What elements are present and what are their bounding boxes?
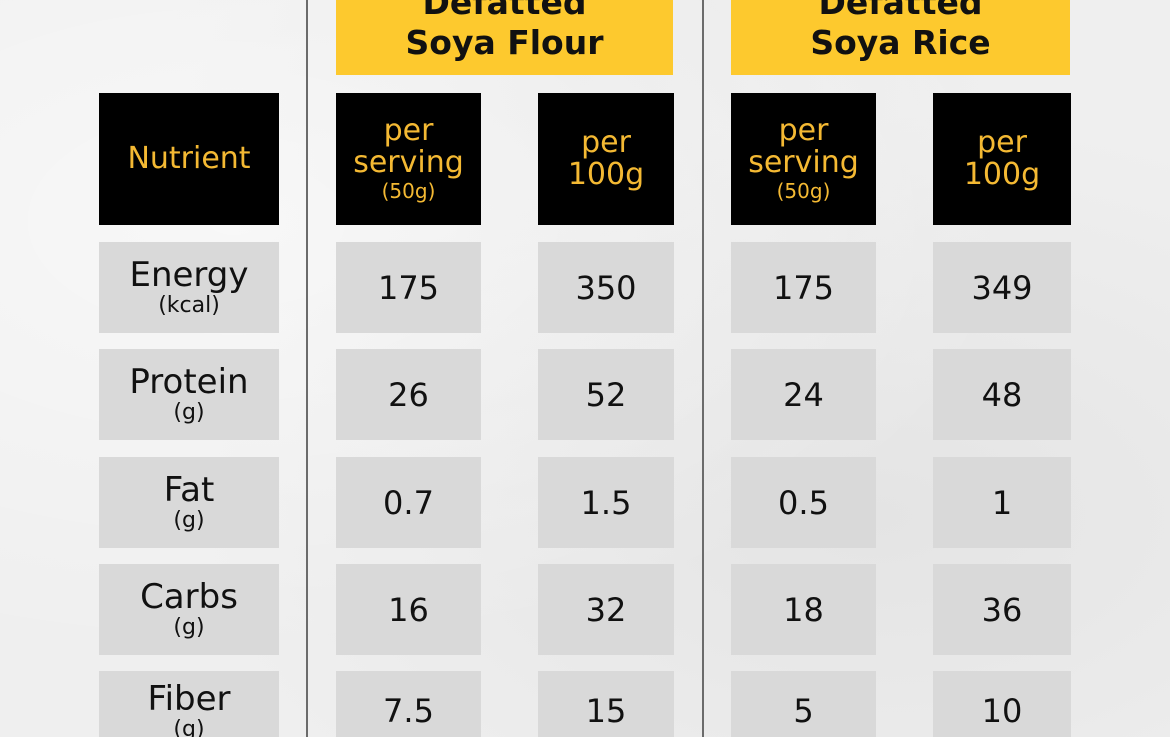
header-rice-per-100g: per 100g bbox=[933, 93, 1071, 225]
value-cell: 7.5 bbox=[336, 671, 481, 737]
product-header-soya-rice: Defatted Soya Rice bbox=[731, 0, 1070, 75]
header-nutrient: Nutrient bbox=[99, 93, 279, 225]
value-cell: 10 bbox=[933, 671, 1071, 737]
column-divider bbox=[306, 0, 308, 737]
nutrient-fat: Fat (g) bbox=[99, 457, 279, 548]
value-cell: 1 bbox=[933, 457, 1071, 548]
value-cell: 36 bbox=[933, 564, 1071, 655]
value-cell: 0.5 bbox=[731, 457, 876, 548]
header-flour-per-100g: per 100g bbox=[538, 93, 674, 225]
value-cell: 18 bbox=[731, 564, 876, 655]
column-divider bbox=[702, 0, 704, 737]
product-title-line2: Soya Rice bbox=[810, 23, 991, 62]
nutrient-protein: Protein (g) bbox=[99, 349, 279, 440]
value-cell: 24 bbox=[731, 349, 876, 440]
product-title-line1: Defatted bbox=[818, 0, 983, 22]
value-cell: 175 bbox=[731, 242, 876, 333]
value-cell: 1.5 bbox=[538, 457, 674, 548]
product-title-line1: Defatted bbox=[422, 0, 587, 22]
value-cell: 175 bbox=[336, 242, 481, 333]
value-cell: 48 bbox=[933, 349, 1071, 440]
nutrient-energy: Energy (kcal) bbox=[99, 242, 279, 333]
product-title-line2: Soya Flour bbox=[405, 23, 604, 62]
value-cell: 52 bbox=[538, 349, 674, 440]
header-nutrient-label: Nutrient bbox=[127, 141, 251, 176]
value-cell: 32 bbox=[538, 564, 674, 655]
value-cell: 349 bbox=[933, 242, 1071, 333]
value-cell: 15 bbox=[538, 671, 674, 737]
value-cell: 16 bbox=[336, 564, 481, 655]
nutrient-fiber: Fiber (g) bbox=[99, 671, 279, 737]
value-cell: 26 bbox=[336, 349, 481, 440]
product-header-soya-flour: Defatted Soya Flour bbox=[336, 0, 673, 75]
header-rice-per-serving: per serving (50g) bbox=[731, 93, 876, 225]
nutrient-carbs: Carbs (g) bbox=[99, 564, 279, 655]
value-cell: 0.7 bbox=[336, 457, 481, 548]
value-cell: 5 bbox=[731, 671, 876, 737]
header-flour-per-serving: per serving (50g) bbox=[336, 93, 481, 225]
value-cell: 350 bbox=[538, 242, 674, 333]
